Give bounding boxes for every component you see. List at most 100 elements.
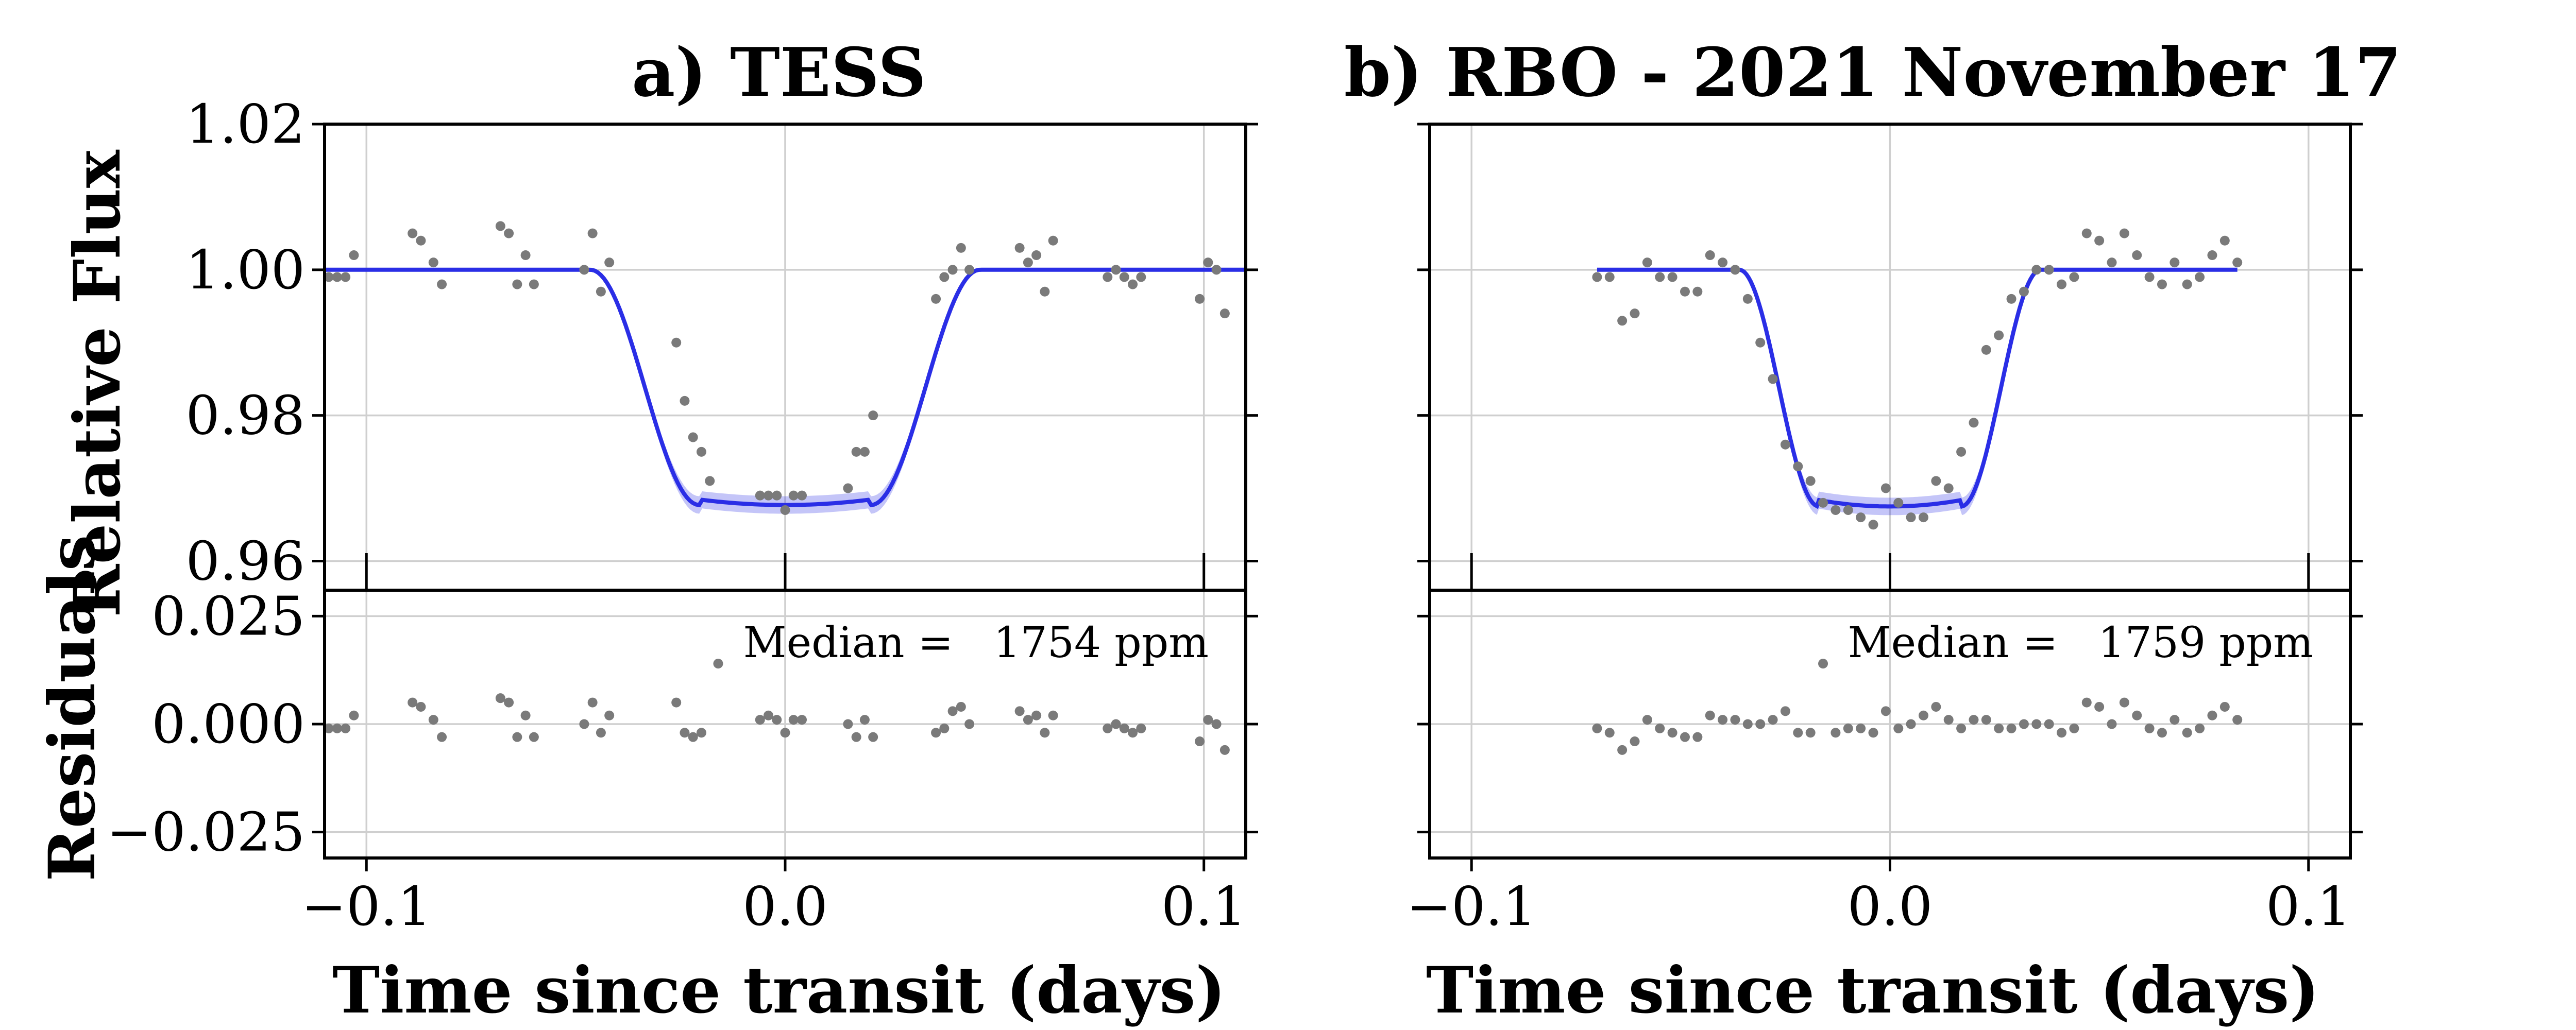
flux-point <box>1040 286 1050 297</box>
flux-point <box>1617 316 1628 326</box>
flux-point <box>1692 286 1703 297</box>
residual-point <box>713 659 723 669</box>
flux-point <box>1031 250 1042 261</box>
residual-point <box>408 697 418 708</box>
residual-point <box>1768 715 1778 725</box>
flux-point <box>428 258 438 268</box>
flux-point <box>2057 279 2067 289</box>
residual-point <box>797 715 807 725</box>
flux-point <box>1868 520 1878 530</box>
xtick-label: −0.1 <box>1406 875 1537 938</box>
residual-point <box>1680 732 1690 742</box>
flux-point <box>1755 337 1766 348</box>
flux-point <box>947 265 958 275</box>
residual-point <box>859 715 870 725</box>
flux-point <box>1655 272 1665 282</box>
flux-point <box>671 337 682 348</box>
residual-point <box>1203 715 1213 725</box>
flux-point <box>956 243 966 253</box>
flux-point <box>1718 258 1728 268</box>
residual-point <box>1119 723 1129 733</box>
flux-point <box>859 447 870 457</box>
flux-point <box>1219 308 1230 319</box>
flux-point <box>529 279 539 289</box>
residual-point <box>1718 715 1728 725</box>
median-annotation: Median = 1759 ppm <box>1848 619 2313 667</box>
residual-point <box>696 728 706 738</box>
flux-point <box>2132 250 2142 261</box>
flux-point <box>2195 272 2205 282</box>
residual-point <box>1014 706 1025 716</box>
residual-point <box>1931 701 1941 712</box>
residual-point <box>1630 736 1640 747</box>
xtick-label: −0.1 <box>301 875 432 938</box>
flux-point <box>1023 258 1033 268</box>
residual-point <box>2069 723 2079 733</box>
residual-point <box>1742 719 1753 729</box>
residual-point <box>843 719 853 729</box>
flux-point <box>1128 279 1138 289</box>
residual-point <box>939 723 950 733</box>
flux-point <box>964 265 975 275</box>
flux-point <box>772 490 782 501</box>
flux-point <box>1981 345 1991 355</box>
residual-point <box>1994 723 2004 733</box>
flux-point <box>324 272 334 282</box>
residual-point <box>2144 723 2155 733</box>
flux-point <box>349 250 359 261</box>
residual-point <box>1906 719 1916 729</box>
flux-point <box>1906 512 1916 523</box>
flux-point <box>2094 235 2105 246</box>
flux-point <box>2044 265 2054 275</box>
flux-point <box>495 221 505 231</box>
flux-ytick-label: 1.02 <box>185 93 305 156</box>
residual-point <box>2019 719 2029 729</box>
residual-point <box>1048 710 1058 720</box>
flux-point <box>939 272 950 282</box>
residual-point <box>1818 659 1828 669</box>
flux-point <box>1818 497 1828 508</box>
residual-point <box>587 697 598 708</box>
residual-point <box>2119 697 2129 708</box>
flux-point <box>604 258 615 268</box>
residual-point <box>504 697 514 708</box>
flux-point <box>596 286 606 297</box>
flux-point <box>1592 272 1602 282</box>
flux-point <box>705 476 715 486</box>
flux-point <box>1956 447 1967 457</box>
flux-ytick-label: 0.98 <box>185 384 305 447</box>
residual-point <box>1604 728 1615 738</box>
residual-point <box>763 710 773 720</box>
flux-point <box>1918 512 1928 523</box>
residual-point <box>1843 723 1853 733</box>
flux-point <box>1969 418 1979 428</box>
residual-ytick-label: 0.000 <box>151 693 305 756</box>
flux-point <box>512 279 522 289</box>
ylabel-residuals: Residuals <box>35 535 110 882</box>
flux-point <box>437 279 447 289</box>
residual-point <box>529 732 539 742</box>
residual-point <box>1981 715 1991 725</box>
residual-point <box>680 728 690 738</box>
flux-point <box>1211 265 1222 275</box>
residual-point <box>1956 723 1967 733</box>
residual-point <box>1023 715 1033 725</box>
flux-point <box>931 294 941 304</box>
flux-point <box>2119 228 2129 238</box>
residual-point <box>1617 745 1628 755</box>
residual-point <box>931 728 941 738</box>
flux-point <box>1048 235 1058 246</box>
residual-point <box>2081 697 2092 708</box>
residual-point <box>1868 728 1878 738</box>
residual-point <box>1592 723 1602 733</box>
flux-point <box>1705 250 1715 261</box>
residual-point <box>349 710 359 720</box>
residual-point <box>772 715 782 725</box>
residual-point <box>520 710 531 720</box>
transit-model-curve <box>325 267 1246 508</box>
residual-point <box>1755 719 1766 729</box>
residual-point <box>2157 728 2167 738</box>
residual-point <box>2232 715 2243 725</box>
flux-point <box>1103 272 1113 282</box>
